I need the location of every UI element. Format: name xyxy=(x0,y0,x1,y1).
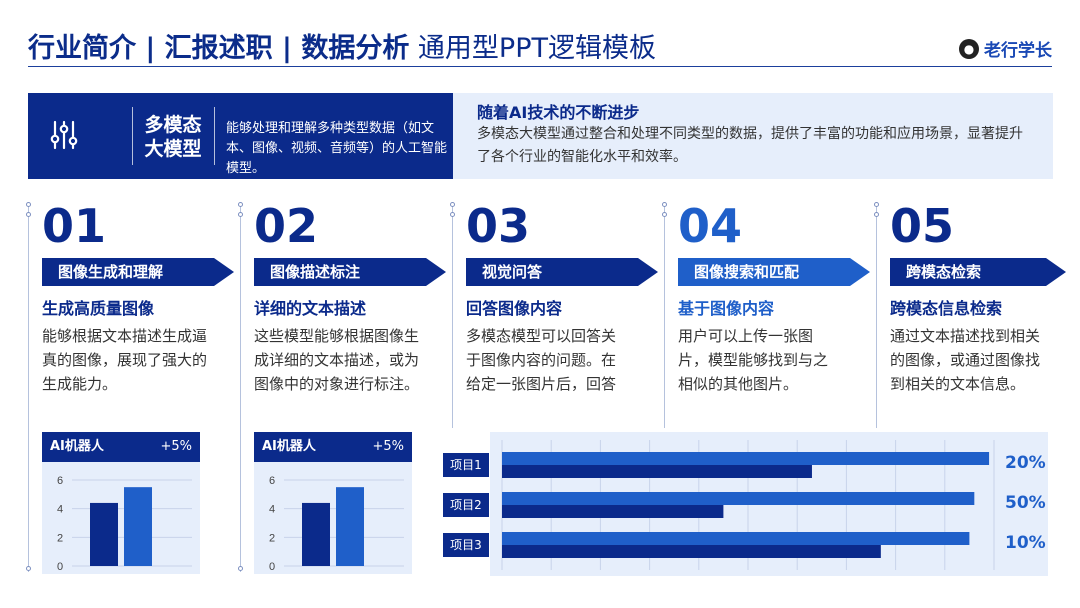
mini-chart-plot: 6 4 2 0 xyxy=(269,475,404,573)
value-label: 50% xyxy=(1005,493,1046,513)
feature-title: 跨模态检索 xyxy=(890,258,1066,286)
mini-chart-header: AI机器人 +5% xyxy=(254,432,412,462)
y-tick-label: 0 xyxy=(57,561,63,573)
feature-number: 01 xyxy=(42,199,107,253)
brand-logo-text: 老行学长 xyxy=(984,41,1052,61)
feature-title: 图像搜索和匹配 xyxy=(678,258,870,286)
summary-body: 多模态大模型通过整合和处理不同类型的数据，提供了丰富的功能和应用场景，显著提升了… xyxy=(477,126,1023,165)
feature-body: 多模态模型可以回答关于图像内容的问题。在给定一张图片后，回答 xyxy=(466,327,617,393)
rule-dot xyxy=(450,212,455,217)
category-label: 项目1 xyxy=(443,453,489,477)
rule-dot xyxy=(662,202,667,207)
category-label: 项目2 xyxy=(443,493,489,517)
feature-title: 图像生成和理解 xyxy=(42,258,234,286)
rule-dot xyxy=(238,202,243,207)
rule-dot xyxy=(26,202,31,207)
mini-chart-badge: +5% xyxy=(160,439,192,454)
y-tick-label: 4 xyxy=(57,504,63,516)
column-rule xyxy=(664,206,665,428)
banner-divider xyxy=(132,107,133,165)
rule-dot xyxy=(874,212,879,217)
bar xyxy=(336,487,364,566)
feature-number: 02 xyxy=(254,199,319,253)
value-label: 10% xyxy=(1005,533,1046,553)
feature-column-4: 04 图像搜索和匹配 基于图像内容 用户可以上传一张图片，模型能够找到与之相似的… xyxy=(662,198,864,576)
y-tick-label: 6 xyxy=(269,475,275,487)
sliders-icon xyxy=(50,120,78,150)
mini-chart-badge: +5% xyxy=(372,439,404,454)
feature-number: 04 xyxy=(678,199,743,253)
bar xyxy=(502,505,724,518)
mini-bar-chart-1: AI机器人 +5% 6 4 2 0 xyxy=(42,432,200,574)
rule-dot xyxy=(874,202,879,207)
hbar-plot xyxy=(501,440,995,570)
feature-subtitle: 回答图像内容 xyxy=(466,299,563,318)
feature-body: 能够根据文本描述生成逼真的图像，展现了强大的生成能力。 xyxy=(42,327,208,393)
category-label: 项目3 xyxy=(443,533,489,557)
rule-dot xyxy=(26,566,31,571)
intro-banner: 多模态 大模型 能够处理和理解多种类型数据（如文本、图像、视频、音频等）的人工智… xyxy=(28,93,453,179)
feature-subtitle: 详细的文本描述 xyxy=(254,299,367,318)
bar xyxy=(302,502,330,566)
page-title-main: 行业简介 | 汇报述职 | 数据分析 xyxy=(28,33,410,64)
column-rule xyxy=(28,206,29,572)
banner-description: 能够处理和理解多种类型数据（如文本、图像、视频、音频等）的人工智能模型。 xyxy=(226,121,448,176)
y-tick-label: 2 xyxy=(269,532,275,544)
feature-subtitle: 基于图像内容 xyxy=(678,299,775,318)
rule-dot xyxy=(238,212,243,217)
banner-name-line2: 大模型 xyxy=(144,138,202,160)
y-tick-label: 4 xyxy=(269,504,275,516)
feature-subtitle: 跨模态信息检索 xyxy=(890,299,1003,318)
rule-dot xyxy=(662,212,667,217)
feature-column-2: 02 图像描述标注 详细的文本描述 这些模型能够根据图像生成详细的文本描述，或为… xyxy=(238,198,440,576)
rule-dot xyxy=(450,202,455,207)
column-rule xyxy=(876,206,877,428)
bear-face-icon: ● xyxy=(959,38,979,59)
feature-column-5: 05 跨模态检索 跨模态信息检索 通过文本描述找到相关的图像，或通过图像找到相关… xyxy=(874,198,1076,576)
feature-subtitle: 生成高质量图像 xyxy=(42,299,155,318)
bar xyxy=(502,452,990,465)
feature-body: 通过文本描述找到相关的图像，或通过图像找到相关的文本信息。 xyxy=(890,327,1041,393)
feature-column-1: 01 图像生成和理解 生成高质量图像 能够根据文本描述生成逼真的图像，展现了强大… xyxy=(26,198,228,576)
summary-title: 随着AI技术的不断进步 xyxy=(477,103,640,122)
y-tick-label: 0 xyxy=(269,561,275,573)
feature-number: 03 xyxy=(466,199,531,253)
feature-title: 视觉问答 xyxy=(466,258,658,286)
feature-number: 05 xyxy=(890,199,955,253)
feature-column-3: 03 视觉问答 回答图像内容 多模态模型可以回答关于图像内容的问题。在给定一张图… xyxy=(450,198,652,576)
page-title: 行业简介 | 汇报述职 | 数据分析 通用型PPT逻辑模板 xyxy=(28,26,656,65)
bar xyxy=(90,502,118,566)
bar xyxy=(502,492,975,505)
feature-body: 这些模型能够根据图像生成详细的文本描述，或为图像中的对象进行标注。 xyxy=(254,327,420,393)
mini-bar-chart-2: AI机器人 +5% 6 4 2 0 xyxy=(254,432,412,574)
feature-body: 用户可以上传一张图片，模型能够找到与之相似的其他图片。 xyxy=(678,327,829,393)
bar xyxy=(502,545,881,558)
header-divider xyxy=(28,66,1052,67)
column-rule xyxy=(452,206,453,428)
mini-chart-title: AI机器人 xyxy=(262,439,316,454)
rule-dot xyxy=(238,566,243,571)
rule-dot xyxy=(26,212,31,217)
y-tick-label: 6 xyxy=(57,475,63,487)
mini-chart-title: AI机器人 xyxy=(50,439,104,454)
banner-divider xyxy=(214,107,215,165)
brand-logo: ● 老行学长 xyxy=(959,36,1052,61)
page-title-sub: 通用型PPT逻辑模板 xyxy=(417,33,656,64)
bar xyxy=(502,532,970,545)
bar xyxy=(124,487,152,566)
bar xyxy=(502,465,812,478)
feature-title: 图像描述标注 xyxy=(254,258,446,286)
mini-chart-header: AI机器人 +5% xyxy=(42,432,200,462)
value-label: 20% xyxy=(1005,453,1046,473)
y-tick-label: 2 xyxy=(57,532,63,544)
banner-name: 多模态 大模型 xyxy=(118,113,228,161)
intro-summary: 随着AI技术的不断进步 多模态大模型通过整合和处理不同类型的数据，提供了丰富的功… xyxy=(453,93,1053,179)
mini-chart-plot: 6 4 2 0 xyxy=(57,475,192,573)
column-rule xyxy=(240,206,241,572)
banner-name-line1: 多模态 xyxy=(144,114,202,136)
horizontal-bar-chart xyxy=(490,432,1048,576)
